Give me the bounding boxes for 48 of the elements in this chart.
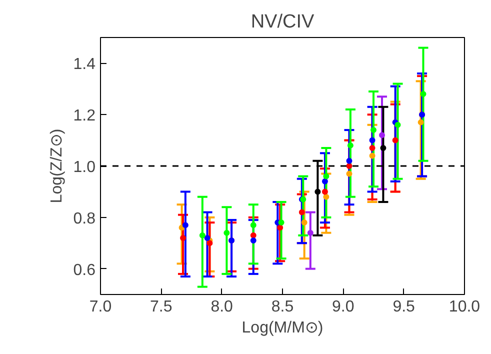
point bbox=[378, 132, 385, 138]
chart-title: NV/CIV bbox=[250, 12, 314, 32]
point bbox=[418, 119, 424, 126]
point bbox=[250, 232, 256, 238]
x-tick-label: 8.0 bbox=[210, 298, 234, 316]
point bbox=[322, 178, 328, 184]
point bbox=[347, 142, 354, 148]
x-tick-label: 9.5 bbox=[392, 298, 416, 316]
point bbox=[277, 224, 284, 231]
x-tick-label: 9.0 bbox=[332, 298, 354, 316]
point bbox=[346, 170, 352, 177]
y-tick-label: 1.4 bbox=[73, 56, 96, 74]
point bbox=[314, 188, 321, 195]
point bbox=[346, 163, 352, 169]
point bbox=[250, 222, 256, 228]
x-tick-label: 7.0 bbox=[89, 298, 112, 316]
x-tick-label: 7.5 bbox=[150, 298, 172, 316]
point bbox=[307, 230, 314, 236]
y-tick-label: 1.0 bbox=[73, 159, 96, 176]
point bbox=[323, 194, 330, 200]
point bbox=[298, 209, 305, 216]
point bbox=[394, 122, 401, 128]
point bbox=[369, 145, 376, 152]
x-tick-label: 10.0 bbox=[448, 298, 480, 316]
point bbox=[250, 238, 256, 244]
point bbox=[301, 220, 308, 226]
point bbox=[182, 222, 188, 228]
point bbox=[323, 173, 330, 180]
point bbox=[392, 137, 398, 144]
point bbox=[380, 145, 386, 152]
point bbox=[370, 127, 376, 134]
y-tick-label: 0.6 bbox=[73, 262, 96, 279]
y-axis-title: Log(Z/Z⊙) bbox=[48, 128, 66, 204]
point bbox=[206, 240, 213, 246]
point bbox=[346, 158, 352, 164]
point bbox=[199, 232, 206, 238]
x-tick-label: 8.5 bbox=[271, 298, 294, 316]
point bbox=[420, 91, 426, 98]
point bbox=[369, 137, 376, 144]
x-axis-title: Log(M/M⊙) bbox=[242, 320, 324, 336]
point bbox=[278, 220, 284, 226]
y-tick-label: 0.8 bbox=[73, 210, 96, 228]
point bbox=[204, 234, 210, 241]
point bbox=[224, 230, 230, 236]
y-tick-label: 1.2 bbox=[73, 108, 96, 125]
point bbox=[322, 188, 328, 195]
point bbox=[369, 152, 376, 159]
point bbox=[180, 234, 186, 241]
